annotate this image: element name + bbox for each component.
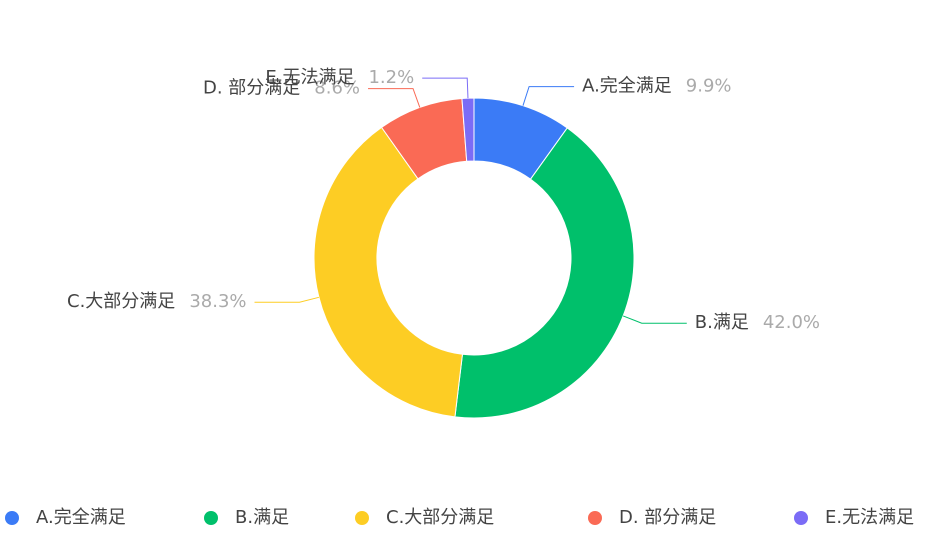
value-label: 42.0% (763, 312, 820, 333)
leader-line (422, 77, 469, 99)
leader-line (368, 88, 421, 108)
slice (313, 126, 464, 418)
slice-label: C.大部分满足 38.3% (67, 291, 246, 312)
value-label: 9.9% (686, 76, 732, 97)
slice (461, 97, 475, 162)
slice-label: A.完全满足 9.9% (582, 76, 731, 97)
legend-label: A.完全满足 (36, 507, 126, 528)
leader-line (622, 315, 687, 324)
leader-line (522, 86, 575, 106)
category-label: D. 部分满足 (203, 78, 300, 99)
slice-label: E.无法满足 1.2% (265, 67, 414, 88)
category-label: B.满足 (695, 312, 749, 333)
category-label: A.完全满足 (582, 76, 672, 97)
legend-label: C.大部分满足 (386, 507, 494, 528)
category-label: E.无法满足 (265, 67, 354, 88)
legend-marker (5, 511, 19, 525)
legend-marker (355, 511, 369, 525)
value-label: 38.3% (189, 291, 246, 312)
legend-label: B.满足 (235, 507, 289, 528)
category-label: C.大部分满足 (67, 291, 175, 312)
legend-marker (794, 511, 808, 525)
value-label: 1.2% (368, 67, 414, 88)
slice-label: B.满足 42.0% (695, 312, 820, 333)
slice-label: D. 部分满足 8.6% (203, 78, 360, 99)
leader-line (254, 296, 320, 303)
legend-marker (204, 511, 218, 525)
legend-label: E.无法满足 (825, 507, 914, 528)
legend-marker (588, 511, 602, 525)
slice (454, 127, 635, 419)
legend-label: D. 部分满足 (619, 507, 716, 528)
value-label: 8.6% (314, 78, 360, 99)
